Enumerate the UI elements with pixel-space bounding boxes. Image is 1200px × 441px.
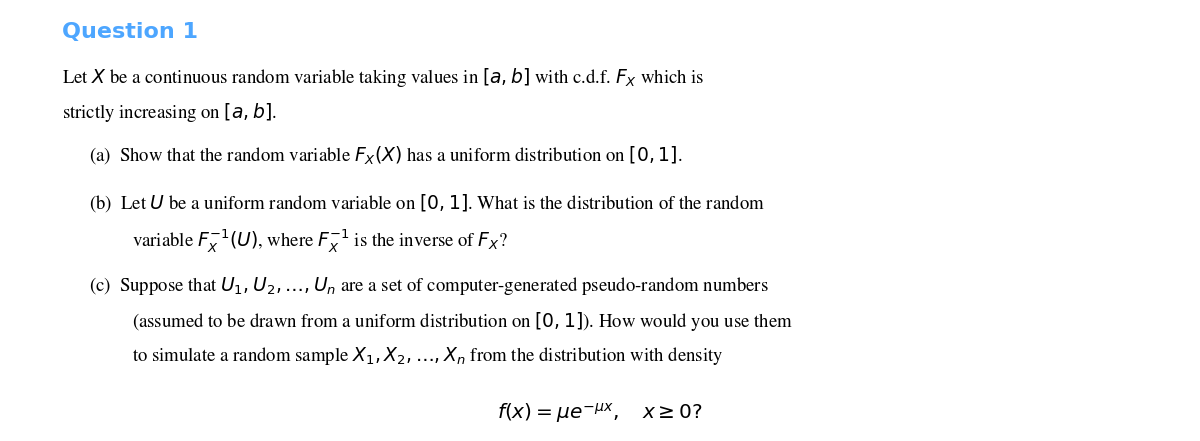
Text: $f(x) = \mu e^{-\mu x}, \quad x \geq 0?$: $f(x) = \mu e^{-\mu x}, \quad x \geq 0?$: [497, 401, 703, 425]
Text: (c)  Suppose that $U_1, U_2, \ldots, U_n$ are a set of computer-generated pseudo: (c) Suppose that $U_1, U_2, \ldots, U_n$…: [89, 275, 768, 297]
Text: (b)  Let $U$ be a uniform random variable on $[0, 1]$. What is the distribution : (b) Let $U$ be a uniform random variable…: [89, 192, 764, 214]
Text: Let $X$ be a continuous random variable taking values in $[a, b]$ with c.d.f. $F: Let $X$ be a continuous random variable …: [62, 66, 704, 89]
Text: to simulate a random sample $X_1, X_2, \ldots, X_n$ from the distribution with d: to simulate a random sample $X_1, X_2, \…: [132, 344, 724, 366]
Text: strictly increasing on $[a, b]$.: strictly increasing on $[a, b]$.: [62, 101, 277, 124]
Text: (assumed to be drawn from a uniform distribution on $[0, 1]$). How would you use: (assumed to be drawn from a uniform dist…: [132, 310, 793, 333]
Text: (a)  Show that the random variable $F_X(X)$ has a uniform distribution on $[0, 1: (a) Show that the random variable $F_X(X…: [89, 144, 682, 166]
Text: variable $F_X^{-1}(U)$, where $F_X^{-1}$ is the inverse of $F_X$?: variable $F_X^{-1}(U)$, where $F_X^{-1}$…: [132, 227, 508, 254]
Text: Question 1: Question 1: [62, 22, 198, 42]
